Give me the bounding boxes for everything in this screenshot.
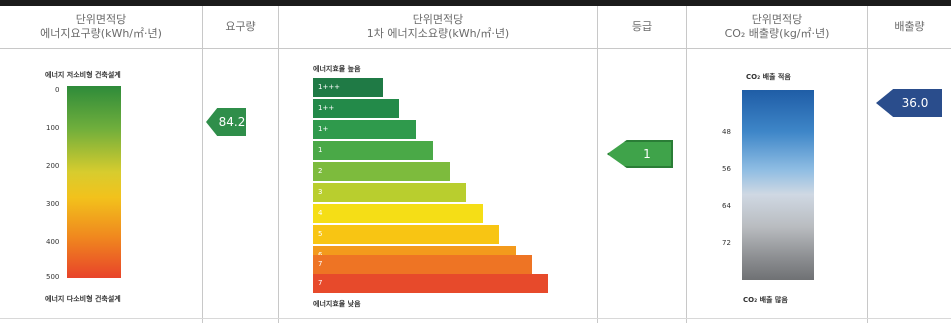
co2-top-label: CO₂ 배출 적음 (746, 73, 791, 81)
co2-bottom-label: CO₂ 배출 많음 (743, 296, 788, 304)
requirement-tick: 100 (46, 124, 60, 132)
efficiency-bar-label: 1+++ (318, 83, 341, 91)
column-divider (867, 6, 868, 323)
header-grade: 등급 (598, 6, 686, 48)
requirement-tick: 200 (46, 162, 60, 170)
header-requirement-scale: 단위면적당 에너지요구량(kWh/㎡·년) (0, 6, 202, 48)
header-label: 요구량 (225, 20, 256, 33)
efficiency-bar-label: 1+ (318, 125, 329, 133)
co2-tick: 64 (722, 202, 731, 210)
efficiency-bar-label: 7 (318, 260, 323, 268)
grade-value: 1 (643, 147, 651, 161)
header-line-2: 에너지요구량(kWh/㎡·년) (40, 27, 162, 40)
efficiency-bar: 1+++ (313, 78, 383, 97)
efficiency-bar: 7 (313, 255, 532, 274)
header-line-1: 단위면적당 (412, 13, 464, 26)
efficiency-bar-label: 7 (318, 279, 323, 287)
grade-value-arrow: 1 (607, 140, 673, 168)
co2-gradient-bar (742, 90, 814, 280)
efficiency-bar: 1+ (313, 120, 416, 139)
efficiency-bar: 4 (313, 204, 483, 223)
header-primary-energy: 단위면적당 1차 에너지소요량(kWh/㎡·년) (279, 6, 597, 48)
column-divider (597, 6, 598, 323)
efficiency-bar-label: 5 (318, 230, 323, 238)
requirement-tick: 0 (55, 86, 60, 94)
header-co2-scale: 단위면적당 CO₂ 배출량(kg/㎡·년) (687, 6, 867, 48)
header-line-2: 1차 에너지소요량(kWh/㎡·년) (366, 27, 510, 40)
header-line-1: 단위면적당 (751, 13, 803, 26)
column-divider (202, 6, 203, 323)
column-divider (278, 6, 279, 323)
efficiency-bar: 1 (313, 141, 433, 160)
top-bar (0, 0, 951, 6)
header-line-1: 단위면적당 (75, 13, 127, 26)
requirement-tick: 300 (46, 200, 60, 208)
header-requirement: 요구량 (203, 6, 278, 48)
emission-value-arrow: 36.0 (876, 89, 942, 117)
efficiency-bar: 2 (313, 162, 450, 181)
emission-value: 36.0 (901, 96, 929, 110)
efficiency-bar-label: 3 (318, 188, 323, 196)
efficiency-bar-label: 1 (318, 146, 323, 154)
requirement-scale-bottom-label: 에너지 다소비형 건축설계 (45, 295, 121, 303)
requirement-scale-top-label: 에너지 저소비형 건축설계 (45, 71, 121, 79)
efficiency-bar-label: 1++ (318, 104, 335, 112)
header-divider (0, 48, 951, 49)
efficiency-bar-label: 4 (318, 209, 323, 217)
co2-tick: 48 (722, 128, 731, 136)
requirement-value: 84.2 (218, 115, 246, 129)
header-label: 등급 (631, 20, 653, 33)
efficiency-bar: 7 (313, 274, 548, 293)
requirement-value-arrow: 84.2 (206, 108, 246, 136)
efficiency-bottom-label: 에너지효율 낮음 (313, 300, 361, 308)
co2-tick: 72 (722, 239, 731, 247)
requirement-tick: 500 (46, 273, 60, 281)
efficiency-top-label: 에너지효율 높음 (313, 65, 361, 73)
requirement-tick: 400 (46, 238, 60, 246)
bottom-rule (0, 318, 951, 319)
efficiency-bar: 3 (313, 183, 466, 202)
efficiency-bar: 1++ (313, 99, 399, 118)
header-label: 배출량 (894, 20, 925, 33)
requirement-gradient-bar (67, 86, 121, 278)
efficiency-bar: 5 (313, 225, 499, 244)
co2-tick: 56 (722, 165, 731, 173)
header-line-2: CO₂ 배출량(kg/㎡·년) (724, 27, 830, 40)
header-emission: 배출량 (868, 6, 951, 48)
efficiency-bar-label: 2 (318, 167, 323, 175)
column-divider (686, 6, 687, 323)
